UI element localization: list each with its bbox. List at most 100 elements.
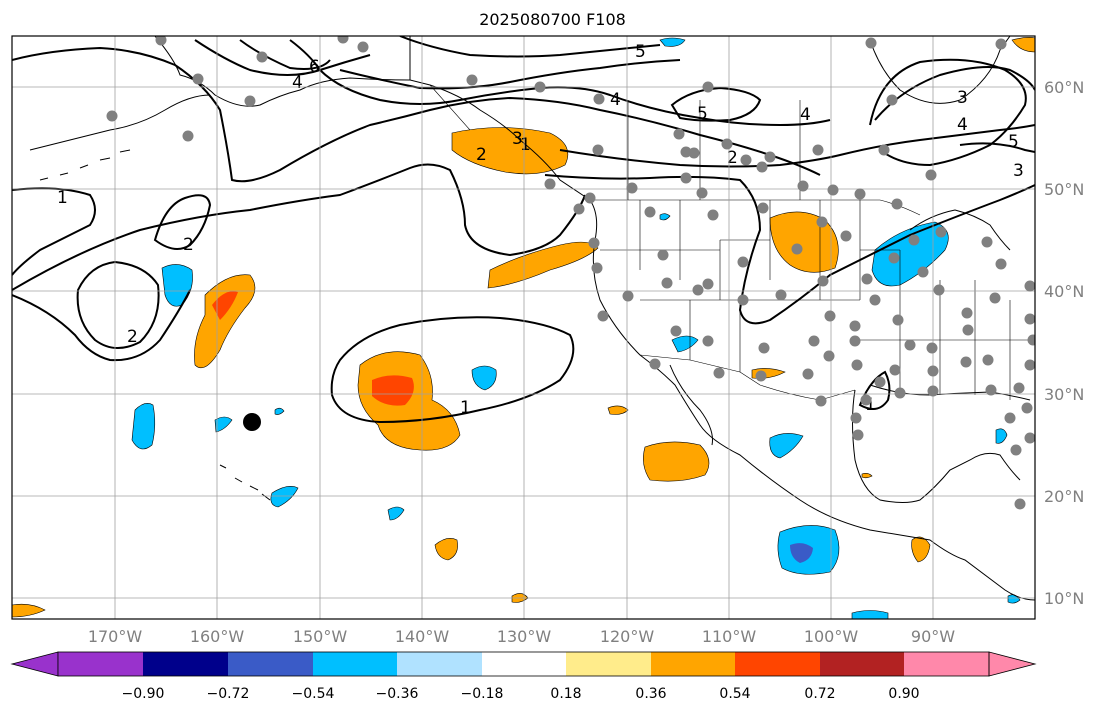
positive-patch — [487, 241, 599, 289]
station-marker — [869, 294, 881, 306]
contour-line — [869, 58, 1027, 167]
longitude-label: 110°W — [702, 627, 757, 646]
colorbar-right-extend — [988, 651, 1037, 677]
coastline — [154, 36, 411, 107]
negative-patch — [671, 335, 699, 353]
colorbar-swatch — [651, 652, 735, 676]
station-marker — [812, 144, 824, 156]
contour-label: 4 — [292, 73, 303, 93]
station-marker — [737, 294, 749, 306]
station-marker — [721, 138, 733, 150]
station-marker — [1024, 313, 1035, 325]
station-marker — [995, 38, 1007, 50]
station-marker — [904, 339, 916, 351]
strong-positive-patch — [372, 375, 414, 406]
station-marker — [707, 209, 719, 221]
contour-label: 1 — [520, 135, 531, 155]
colorbar-swatch — [904, 652, 989, 676]
station-marker — [1027, 334, 1035, 346]
station-marker — [908, 234, 920, 246]
colorbar: −0.90 −0.72 −0.54 −0.36 −0.18 0.18 0.36 … — [10, 651, 1037, 702]
negative-patch — [274, 407, 285, 415]
station-marker — [849, 320, 861, 332]
colorbar-swatch — [397, 652, 482, 676]
station-marker — [874, 376, 886, 388]
contour-label: 1 — [460, 398, 471, 418]
station-marker — [622, 290, 634, 302]
coastline — [909, 209, 1011, 251]
station-marker — [849, 335, 861, 347]
contour-line — [12, 46, 821, 183]
station-marker — [756, 161, 768, 173]
positive-patch — [451, 127, 569, 175]
longitude-label: 150°W — [293, 627, 348, 646]
contour-line — [194, 39, 371, 76]
station-marker — [1010, 444, 1022, 456]
station-marker — [892, 314, 904, 326]
contour-line — [559, 124, 1035, 168]
station-marker — [649, 358, 661, 370]
station-marker — [592, 144, 604, 156]
station-marker — [891, 198, 903, 210]
station-marker — [593, 93, 605, 105]
colorbar-swatch — [58, 652, 143, 676]
contour-line — [959, 142, 1035, 153]
colorbar-swatch — [482, 652, 566, 676]
station-marker — [1024, 359, 1035, 371]
positive-patch — [607, 405, 629, 415]
contour-label: 3 — [1013, 161, 1024, 181]
latitude-label: 60°N — [1044, 78, 1084, 97]
station-marker — [626, 182, 638, 194]
positive-patch — [12, 603, 46, 618]
latitude-label: 20°N — [1044, 487, 1084, 506]
station-marker — [933, 284, 945, 296]
station-marker — [692, 284, 704, 296]
station-marker — [1014, 498, 1026, 510]
anomaly-shading — [12, 37, 1035, 619]
station-marker — [670, 325, 682, 337]
station-marker — [155, 36, 167, 46]
station-marker — [985, 384, 997, 396]
station-marker — [886, 94, 898, 106]
colorbar-swatch — [735, 652, 820, 676]
positive-patch — [911, 536, 931, 563]
coastline — [409, 36, 1035, 601]
station-marker — [917, 266, 929, 278]
station-marker — [815, 395, 827, 407]
positive-patch — [194, 274, 256, 369]
contour-line — [12, 289, 191, 362]
station-marker — [861, 273, 873, 285]
colorbar-tick: −0.36 — [376, 686, 419, 702]
longitude-axis: 170°W 160°W 150°W 140°W 130°W 120°W 110°… — [88, 627, 955, 646]
colorbar-tick: 0.18 — [550, 686, 581, 702]
contour-line — [339, 59, 681, 90]
colorbar-tick: 0.72 — [804, 686, 835, 702]
station-marker — [1024, 280, 1035, 292]
contour-line — [239, 39, 331, 70]
station-marker — [926, 342, 938, 354]
contour-line — [858, 370, 891, 410]
contour-label: 2 — [476, 145, 487, 165]
station-marker — [1021, 402, 1033, 414]
station-marker — [888, 252, 900, 264]
negative-patch — [214, 416, 233, 433]
station-marker — [791, 243, 803, 255]
longitude-label: 170°W — [88, 627, 143, 646]
positive-patch — [1011, 37, 1035, 53]
negative-patch — [659, 37, 686, 47]
colorbar-swatch — [566, 652, 651, 676]
strong-positive-patch — [212, 291, 238, 320]
station-marker — [854, 188, 866, 200]
colorbar-left-extend — [10, 651, 59, 677]
contour-label: 5 — [1008, 132, 1019, 152]
latitude-label: 30°N — [1044, 385, 1084, 404]
station-marker — [644, 206, 656, 218]
station-marker — [961, 307, 973, 319]
station-marker — [702, 278, 714, 290]
station-marker — [688, 147, 700, 159]
station-marker — [337, 36, 349, 44]
station-marker — [960, 356, 972, 368]
station-marker — [466, 74, 478, 86]
contour-line — [153, 194, 212, 250]
longitude-label: 120°W — [600, 627, 655, 646]
